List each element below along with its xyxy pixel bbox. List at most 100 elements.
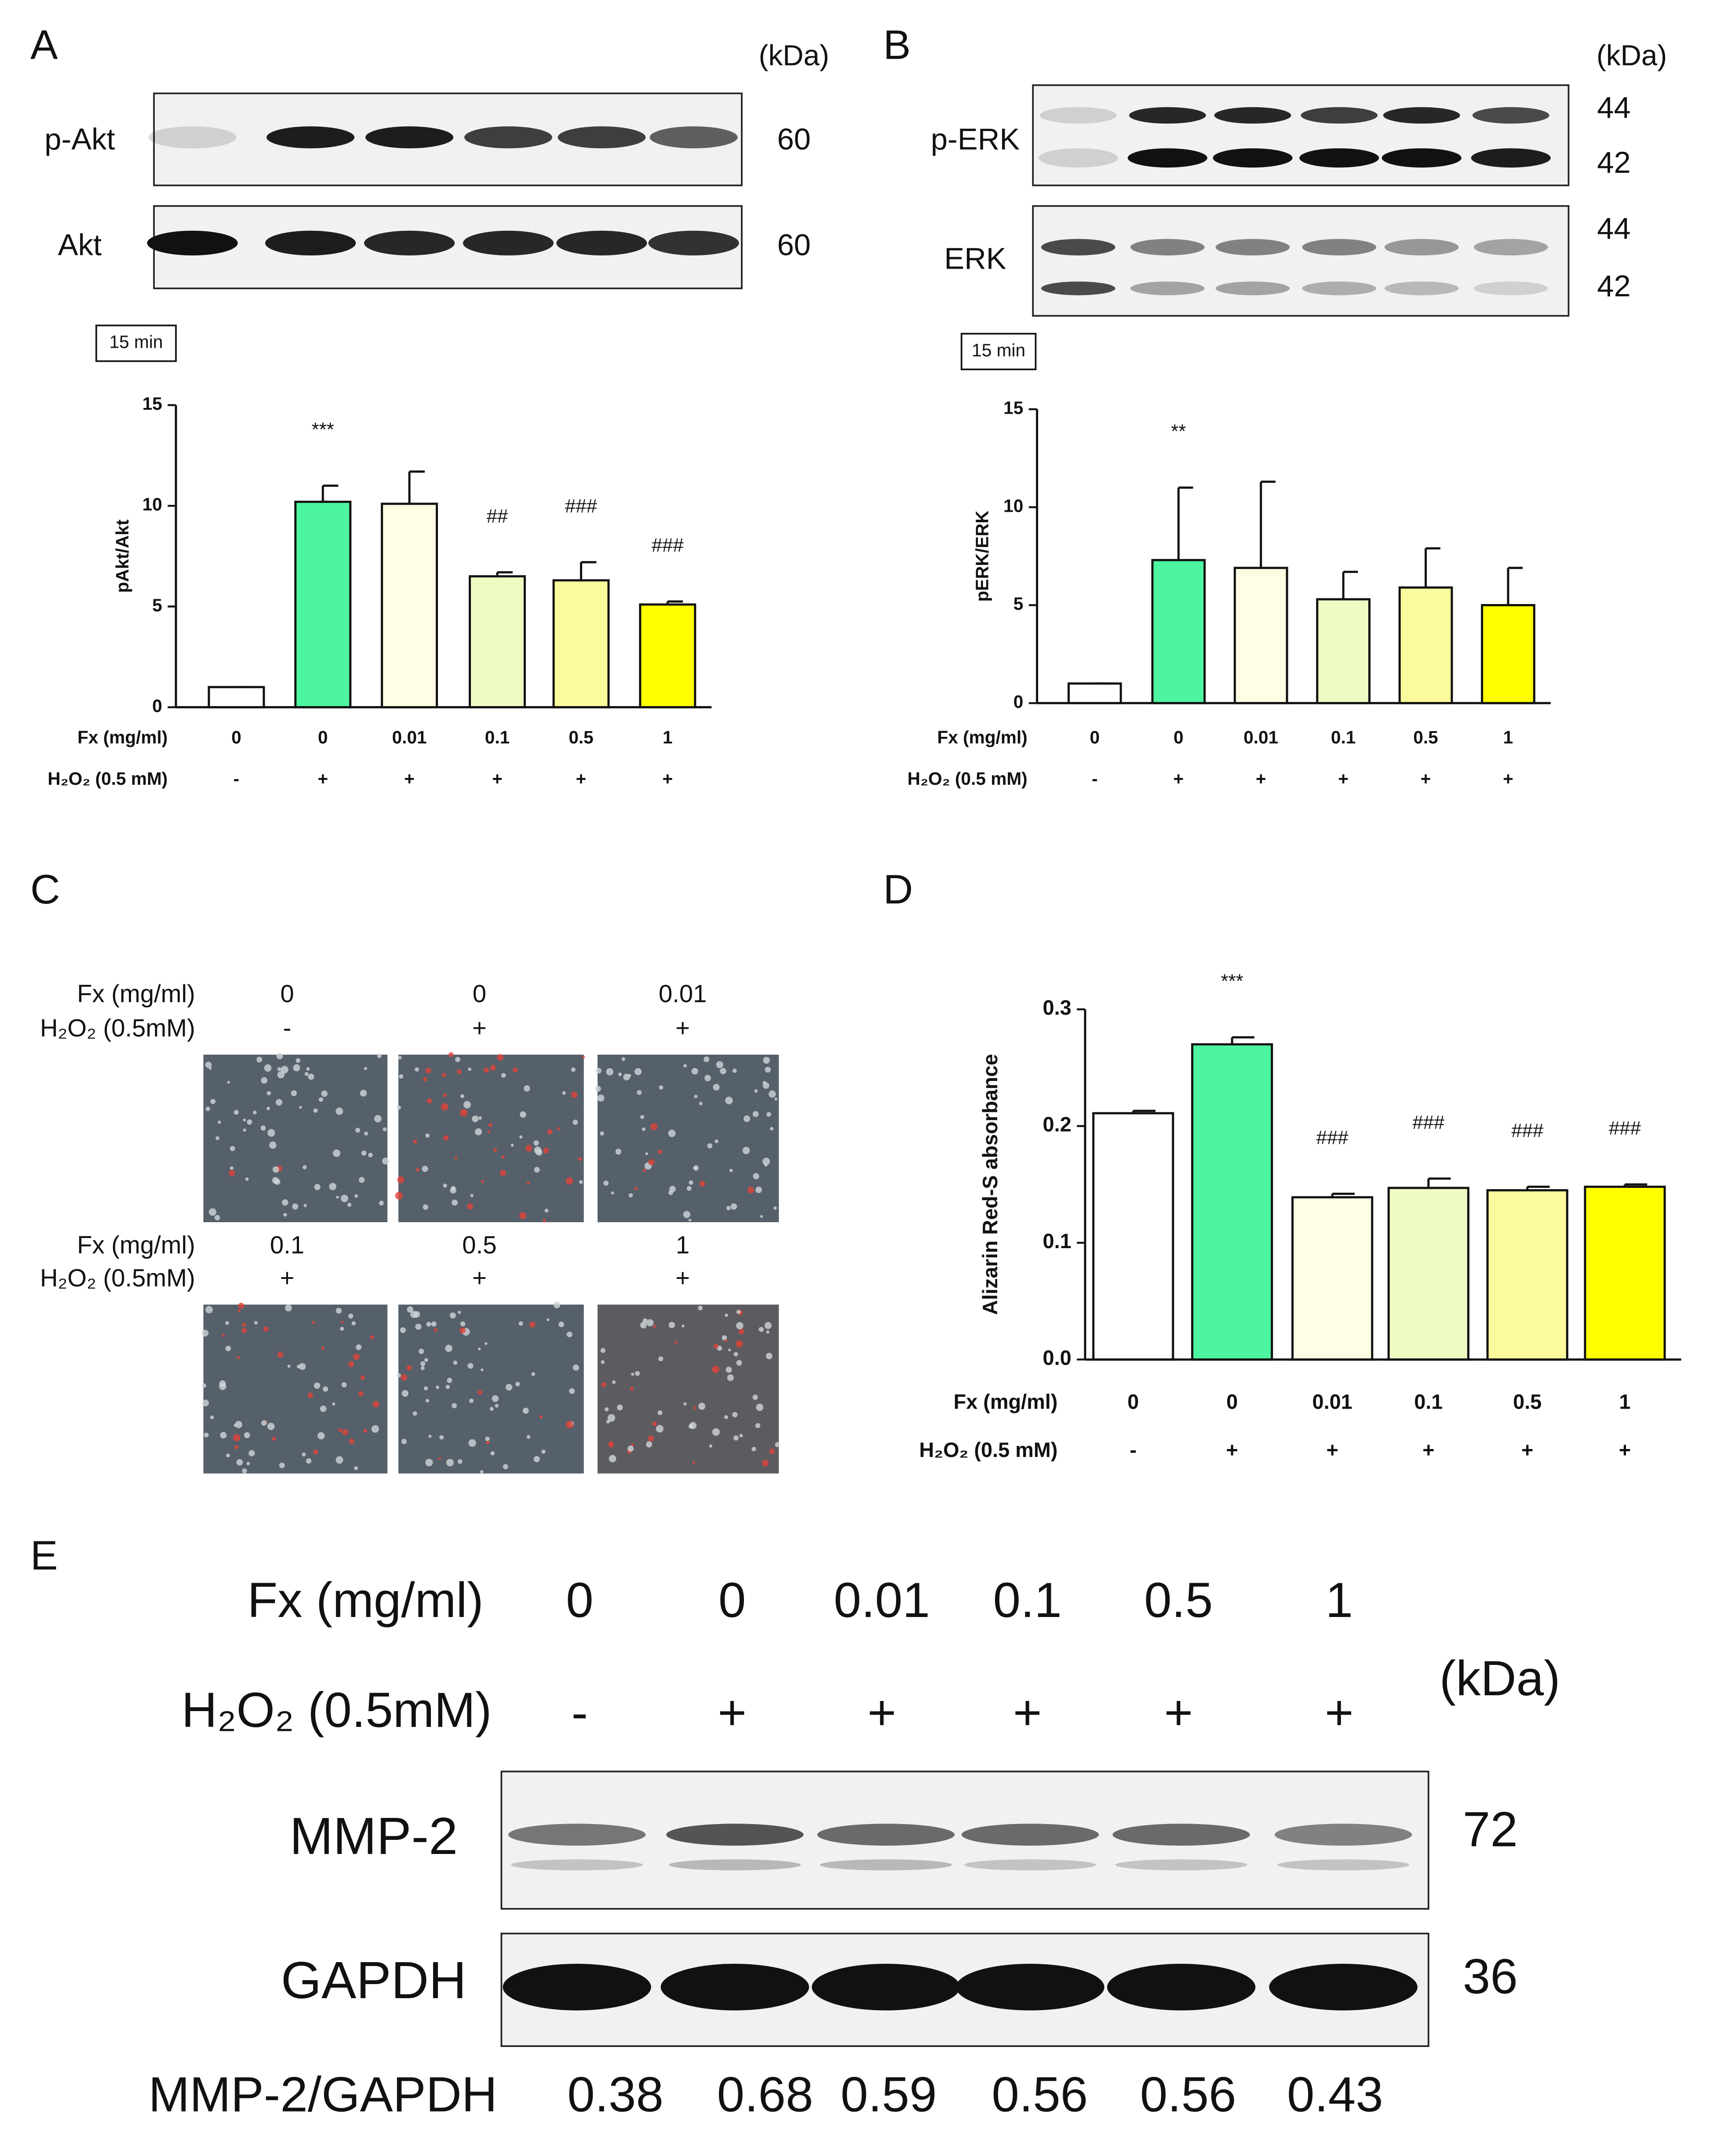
ratio-value: 0.56 — [992, 2067, 1088, 2122]
cell-dot — [377, 1053, 382, 1058]
label: 36 — [1463, 1948, 1518, 2004]
column-label: + — [472, 1264, 487, 1292]
cell-dot — [733, 1435, 739, 1441]
cell-dot — [248, 1450, 255, 1457]
cell-dot — [424, 1358, 428, 1362]
cell-dot — [241, 1328, 247, 1333]
cell-dot — [269, 1141, 277, 1149]
cell-dot — [533, 1456, 540, 1463]
cell-dot — [634, 1068, 642, 1075]
cell-dot — [487, 1130, 490, 1133]
cell-dot — [565, 1177, 573, 1185]
cell-dot — [478, 1347, 481, 1351]
cell-dot — [726, 1205, 731, 1211]
band — [649, 126, 738, 149]
cell-dot — [566, 1331, 572, 1337]
cell-dot — [348, 1313, 354, 1319]
x-tick-label: 0.1 — [1414, 1391, 1443, 1413]
x-tick-label: + — [1326, 1439, 1338, 1461]
cell-dot — [299, 1106, 302, 1109]
cell-dot — [443, 1093, 447, 1097]
label: (kDa) — [1597, 40, 1667, 72]
band — [1473, 239, 1548, 255]
cell-dot — [544, 1209, 549, 1213]
cell-dot — [497, 1054, 504, 1061]
cell-dot — [398, 1056, 402, 1060]
cell-dot — [348, 1361, 354, 1367]
cell-dot — [653, 1325, 656, 1328]
row-label: H₂O₂ (0.5 mM) — [919, 1439, 1057, 1461]
cell-dot — [263, 1326, 269, 1332]
cell-dot — [736, 1340, 743, 1348]
cell-dot — [519, 1135, 523, 1139]
cell-dot — [230, 1166, 234, 1170]
cell-dot — [481, 1368, 484, 1372]
band — [1302, 281, 1377, 295]
label: 60 — [777, 122, 810, 156]
cell-dot — [557, 1127, 561, 1130]
cell-dot — [302, 1452, 306, 1457]
cell-dot — [686, 1186, 692, 1191]
row-label: Fx (mg/ml) — [937, 727, 1027, 747]
time-box — [95, 324, 177, 362]
cell-dot — [612, 1380, 616, 1384]
column-label: 1 — [1325, 1572, 1353, 1628]
column-label: + — [675, 1264, 690, 1292]
cell-dot — [358, 1391, 364, 1397]
annotation: ### — [565, 495, 598, 517]
cell-dot — [490, 1451, 495, 1456]
cell-dot — [631, 1373, 634, 1376]
cell-dot — [501, 1155, 505, 1159]
cell-dot — [307, 1392, 314, 1398]
cell-dot — [275, 1099, 283, 1106]
cell-dot — [261, 1077, 268, 1084]
cell-dot — [642, 1169, 646, 1172]
cell-dot — [533, 1140, 539, 1146]
cell-dot — [234, 1445, 239, 1449]
cell-dot — [438, 1457, 441, 1460]
row-label: H₂O₂ (0.5 mM) — [47, 768, 168, 789]
cell-dot — [395, 1191, 403, 1200]
cell-dot — [281, 1066, 288, 1074]
cell-dot — [256, 1056, 262, 1063]
cell-dot — [313, 1449, 318, 1455]
cell-dot — [426, 1322, 431, 1327]
cell-dot — [525, 1145, 532, 1152]
band — [464, 126, 552, 149]
cell-dot — [374, 1115, 382, 1123]
x-tick-label: 0 — [1174, 727, 1184, 747]
bar — [1233, 567, 1288, 704]
cell-dot — [733, 1352, 738, 1357]
x-tick-label: - — [1092, 768, 1098, 789]
band — [1215, 281, 1290, 295]
cell-dot — [468, 1439, 476, 1447]
cell-dot — [226, 1453, 230, 1457]
band — [666, 1824, 804, 1846]
column-label: 0 — [280, 980, 294, 1007]
band — [1277, 1859, 1410, 1871]
cell-dot — [397, 1373, 401, 1378]
annotation: ** — [1171, 421, 1186, 442]
cell-dot — [683, 1064, 687, 1068]
cell-dot — [553, 1301, 561, 1308]
cell-dot — [712, 1366, 719, 1373]
cell-dot — [452, 1403, 457, 1409]
cell-dot — [361, 1151, 367, 1156]
cell-dot — [543, 1219, 546, 1223]
x-tick-label: 0 — [1090, 727, 1100, 747]
ratio-value: 0.43 — [1287, 2067, 1383, 2122]
cell-dot — [332, 1402, 335, 1406]
cell-dot — [267, 1129, 275, 1137]
micrograph — [598, 1054, 779, 1222]
cell-dot — [601, 1382, 606, 1388]
cell-dot — [219, 1380, 226, 1387]
cell-dot — [640, 1322, 647, 1329]
cell-dot — [453, 1360, 458, 1365]
cell-dot — [202, 1399, 209, 1406]
band — [265, 230, 356, 255]
row-label: Fx (mg/ml) — [248, 1572, 484, 1628]
cell-dot — [448, 1052, 454, 1057]
cell-dot — [656, 1425, 664, 1433]
cell-dot — [396, 1105, 401, 1110]
band — [266, 126, 355, 149]
